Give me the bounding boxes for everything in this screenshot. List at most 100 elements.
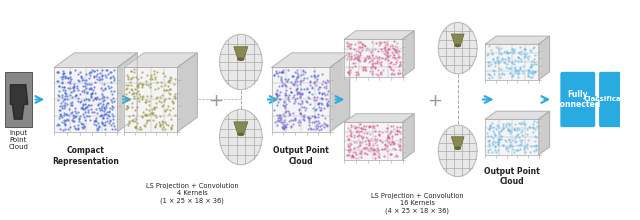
Point bbox=[317, 82, 328, 86]
Point bbox=[508, 139, 518, 142]
Point bbox=[525, 63, 536, 66]
Ellipse shape bbox=[438, 22, 477, 74]
Point bbox=[275, 116, 285, 120]
Point bbox=[84, 103, 94, 106]
Point bbox=[76, 70, 86, 73]
Point bbox=[59, 97, 69, 101]
Point bbox=[67, 77, 77, 80]
Point bbox=[350, 126, 360, 129]
Point bbox=[313, 112, 323, 116]
Point bbox=[133, 96, 143, 99]
Point bbox=[381, 50, 391, 53]
Point bbox=[77, 123, 87, 126]
Point bbox=[497, 134, 507, 138]
Point bbox=[106, 123, 116, 126]
Point bbox=[109, 78, 119, 82]
Point bbox=[525, 50, 536, 53]
Point bbox=[87, 68, 97, 72]
Polygon shape bbox=[117, 53, 137, 132]
Point bbox=[164, 92, 175, 96]
Point bbox=[373, 155, 383, 158]
Point bbox=[322, 92, 332, 95]
Point bbox=[272, 113, 282, 117]
Point bbox=[485, 147, 495, 150]
Point bbox=[500, 66, 511, 69]
Point bbox=[511, 128, 522, 132]
Point bbox=[72, 87, 82, 90]
Point bbox=[65, 93, 75, 96]
Point bbox=[92, 97, 102, 101]
Point bbox=[125, 69, 136, 72]
Point bbox=[79, 107, 90, 110]
Point bbox=[491, 127, 501, 131]
Point bbox=[529, 57, 539, 60]
Point bbox=[520, 122, 530, 126]
Point bbox=[293, 92, 303, 95]
Point bbox=[482, 131, 492, 135]
Point bbox=[147, 107, 157, 111]
Point bbox=[313, 101, 323, 105]
Point bbox=[288, 74, 298, 78]
Point bbox=[387, 44, 397, 47]
Point bbox=[163, 104, 173, 108]
Point bbox=[313, 125, 323, 128]
Point bbox=[381, 56, 391, 60]
Point bbox=[131, 124, 141, 128]
Point bbox=[377, 140, 387, 144]
Point bbox=[159, 88, 169, 92]
Point bbox=[155, 114, 165, 118]
Point bbox=[389, 39, 399, 43]
Point bbox=[86, 91, 97, 95]
Point bbox=[284, 95, 294, 99]
Point bbox=[160, 108, 170, 111]
Point bbox=[74, 111, 84, 114]
Point bbox=[353, 58, 364, 62]
Point bbox=[284, 93, 294, 96]
Point bbox=[353, 56, 364, 59]
Point bbox=[493, 60, 504, 63]
Polygon shape bbox=[451, 34, 464, 46]
Point bbox=[342, 44, 353, 48]
Point bbox=[95, 115, 106, 118]
Point bbox=[108, 114, 118, 117]
Point bbox=[60, 94, 70, 98]
Text: +: + bbox=[208, 92, 223, 110]
Point bbox=[93, 128, 103, 131]
Point bbox=[497, 56, 507, 59]
Point bbox=[372, 73, 383, 77]
Point bbox=[317, 123, 328, 126]
Point bbox=[363, 56, 373, 60]
Polygon shape bbox=[234, 122, 248, 134]
Point bbox=[286, 118, 296, 122]
Point bbox=[307, 120, 317, 123]
Point bbox=[58, 99, 68, 103]
Point bbox=[280, 94, 291, 97]
Point bbox=[101, 103, 111, 107]
Point bbox=[300, 70, 310, 73]
Point bbox=[487, 52, 497, 56]
Point bbox=[303, 117, 313, 120]
Text: Fully
Connected: Fully Connected bbox=[555, 90, 601, 109]
Point bbox=[380, 48, 390, 52]
Point bbox=[274, 98, 284, 101]
Point bbox=[386, 72, 396, 76]
Point bbox=[531, 147, 541, 151]
Point bbox=[487, 76, 497, 79]
Point bbox=[84, 76, 95, 80]
Point bbox=[154, 120, 164, 124]
Point bbox=[352, 134, 362, 137]
Point bbox=[314, 90, 324, 94]
Point bbox=[351, 130, 362, 133]
Point bbox=[61, 92, 72, 96]
Point bbox=[100, 112, 110, 116]
Polygon shape bbox=[124, 67, 177, 132]
Point bbox=[270, 120, 280, 124]
Point bbox=[346, 55, 356, 59]
Point bbox=[161, 88, 171, 92]
Point bbox=[133, 82, 143, 86]
Point bbox=[513, 59, 524, 63]
Point bbox=[298, 73, 308, 76]
Point bbox=[309, 73, 319, 77]
Point bbox=[351, 49, 361, 53]
Point bbox=[497, 72, 507, 75]
